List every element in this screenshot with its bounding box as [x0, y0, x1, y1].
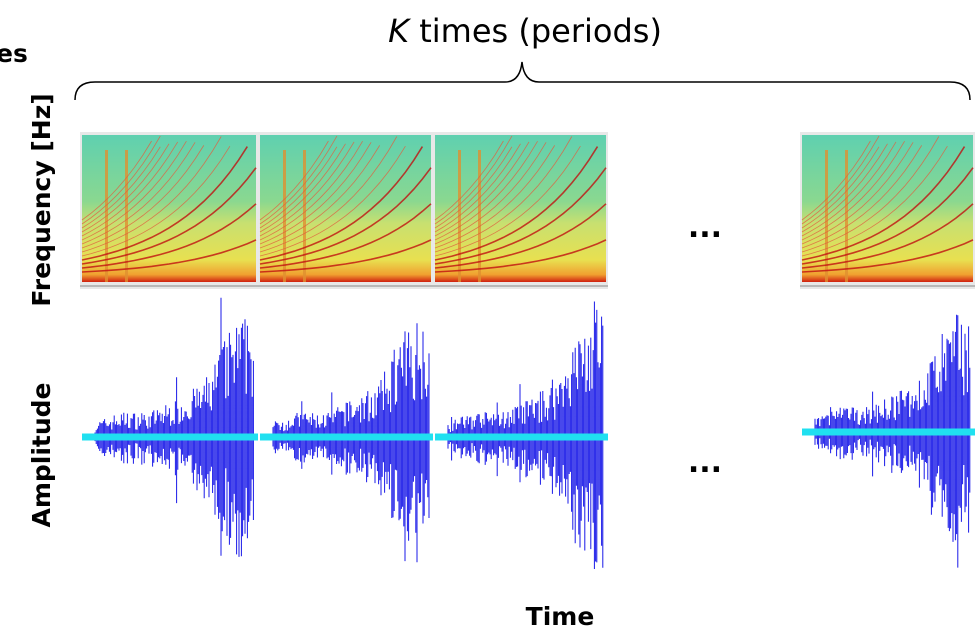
harmonic — [434, 145, 556, 249]
harmonic — [801, 203, 974, 269]
harmonic — [434, 135, 513, 225]
spectral-line — [125, 150, 128, 282]
spectral-line — [845, 150, 848, 282]
harmonic — [81, 167, 257, 265]
waveform — [94, 297, 254, 557]
waveform — [814, 314, 971, 568]
waveform — [272, 323, 430, 563]
harmonic — [81, 145, 231, 257]
harmonic — [801, 143, 888, 233]
spectrogram — [82, 135, 256, 282]
harmonic — [259, 167, 432, 265]
cropped-label: es — [0, 39, 28, 68]
harmonic — [259, 136, 398, 253]
harmonic — [81, 146, 248, 261]
harmonic — [81, 140, 187, 241]
harmonic — [801, 146, 880, 229]
harmonic — [259, 239, 432, 273]
spectral-line — [303, 150, 306, 282]
harmonic — [801, 167, 974, 265]
title-text: times (periods) — [409, 12, 662, 50]
brace — [74, 61, 971, 101]
harmonic — [81, 146, 161, 229]
harmonic — [801, 146, 966, 261]
harmonic — [801, 140, 905, 241]
harmonic — [801, 142, 914, 245]
title: K times (periods) — [388, 12, 662, 50]
harmonic — [259, 203, 432, 269]
harmonic — [259, 146, 338, 229]
harmonic — [259, 143, 346, 233]
harmonic — [434, 141, 530, 237]
harmonic — [434, 146, 599, 261]
harmonic — [434, 145, 581, 257]
harmonic — [801, 145, 923, 249]
harmonic — [81, 136, 222, 253]
frequency-label: Frequency [Hz] — [27, 93, 56, 306]
harmonic — [81, 141, 179, 237]
harmonic — [434, 136, 573, 253]
harmonic — [81, 239, 257, 273]
harmonic — [81, 143, 170, 233]
panels — [80, 132, 975, 569]
harmonic — [801, 141, 897, 237]
spectrogram — [802, 135, 973, 282]
harmonic — [81, 140, 152, 221]
harmonic — [801, 140, 871, 221]
harmonic — [259, 135, 338, 225]
time-label: Time — [526, 602, 595, 631]
harmonic — [259, 141, 355, 237]
title-variable: K — [388, 12, 412, 50]
harmonic — [259, 145, 406, 257]
ellipsis: ... — [688, 445, 722, 480]
harmonic — [434, 239, 607, 273]
harmonic — [259, 142, 372, 245]
harmonic — [259, 140, 329, 221]
spectral-line — [478, 150, 481, 282]
harmonic — [81, 142, 196, 245]
amplitude-label: Amplitude — [27, 382, 56, 527]
harmonic — [434, 142, 547, 245]
spectrogram — [435, 135, 606, 282]
ellipsis: ... — [688, 210, 722, 245]
harmonic — [434, 140, 504, 221]
harmonic — [801, 145, 948, 257]
harmonic — [259, 145, 381, 249]
harmonic — [801, 239, 974, 273]
harmonic — [81, 135, 161, 225]
harmonic — [434, 143, 521, 233]
harmonic — [259, 140, 363, 241]
harmonic — [434, 203, 607, 269]
harmonic — [434, 167, 607, 265]
harmonic — [259, 146, 424, 261]
harmonic — [434, 140, 538, 241]
spectrogram — [260, 135, 431, 282]
harmonic — [81, 203, 257, 269]
harmonic — [81, 145, 205, 249]
harmonic — [801, 136, 940, 253]
harmonic — [801, 135, 880, 225]
harmonic — [434, 146, 513, 229]
